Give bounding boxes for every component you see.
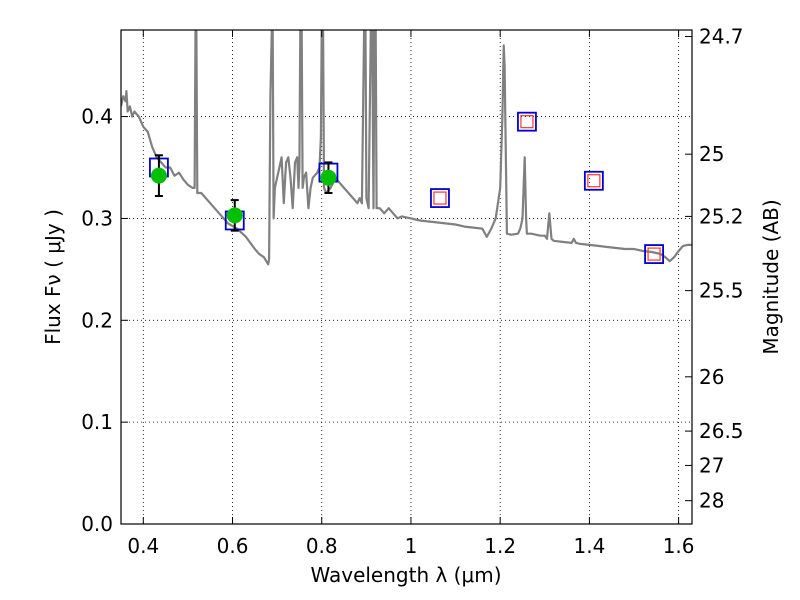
marker-layer xyxy=(149,111,664,264)
tick-layer: 0.4 0.6 0.8 1 1.2 1.4 1.6 0.0 0.1 0.2 0.3 0.4 24.7 25… xyxy=(81,25,743,558)
data-layer xyxy=(121,30,692,266)
limit-square-marker xyxy=(520,115,534,129)
mag-tick-label: 27 xyxy=(699,453,724,477)
x-tick-label: 1.6 xyxy=(663,534,695,558)
y-tick-label: 0.0 xyxy=(81,512,113,536)
mag-tick-label: 25.5 xyxy=(699,279,744,303)
mag-tick-label: 25 xyxy=(699,142,724,166)
observed-point xyxy=(320,169,337,186)
y-tick-label: 0.1 xyxy=(81,410,113,434)
y-axis-right-title: Magnitude (AB) xyxy=(759,199,783,354)
grid-layer xyxy=(121,30,692,525)
limit-square-marker xyxy=(433,191,447,205)
x-tick-label: 1 xyxy=(405,534,418,558)
model-square-marker xyxy=(583,170,604,191)
model-square-marker xyxy=(644,244,664,264)
model-square-marker xyxy=(517,111,537,132)
mag-tick-label: 24.7 xyxy=(699,25,744,49)
mag-tick-label: 26.5 xyxy=(699,419,744,443)
y-tick-label: 0.3 xyxy=(81,206,113,230)
model-square-marker xyxy=(430,188,450,208)
observed-point xyxy=(150,167,167,184)
plot-frame xyxy=(120,29,693,525)
y-tick-label: 0.2 xyxy=(81,308,113,332)
limit-square-marker xyxy=(647,247,661,261)
x-tick-label: 1.4 xyxy=(573,534,605,558)
x-axis-title: Wavelength λ (μm) xyxy=(310,563,501,587)
y-tick-label: 0.4 xyxy=(81,105,113,129)
spectrum-line xyxy=(121,30,692,266)
x-tick-label: 0.6 xyxy=(217,534,249,558)
x-tick-label: 0.4 xyxy=(127,534,159,558)
observed-point xyxy=(226,207,243,224)
mag-tick-label: 25.2 xyxy=(699,204,744,228)
limit-square-marker xyxy=(587,174,601,188)
x-tick-label: 1.2 xyxy=(484,534,516,558)
mag-tick-label: 26 xyxy=(699,365,724,389)
mag-tick-label: 28 xyxy=(699,489,724,513)
y-axis-title: Flux Fν ( μJy ) xyxy=(41,209,65,345)
x-tick-label: 0.8 xyxy=(306,534,338,558)
